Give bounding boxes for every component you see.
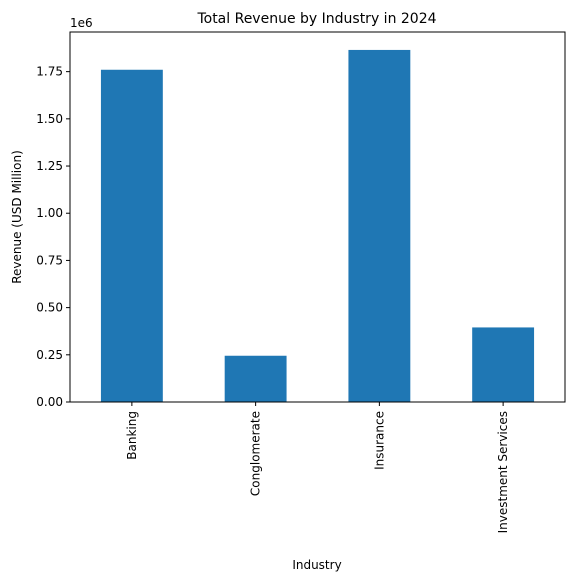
y-tick-label: 0.00: [36, 395, 63, 409]
x-axis-ticks: Banking Conglomerate Insurance Investment S…: [125, 402, 510, 533]
bar-investment-services: [472, 327, 535, 402]
chart-title: Total Revenue by Industry in 2024: [196, 11, 436, 27]
y-tick-label: 1.25: [36, 159, 63, 173]
y-tick-label: 1.75: [36, 65, 63, 79]
bar-banking: [100, 69, 163, 403]
bar-insurance: [348, 49, 411, 402]
y-axis-ticks: 0.00 0.25 0.50 0.75 1.00 1.25 1.50 1.75: [36, 65, 70, 409]
y-tick-label: 0.75: [36, 253, 63, 267]
x-tick-label: Investment Services: [496, 411, 510, 533]
x-tick-label: Conglomerate: [249, 411, 263, 496]
y-axis-offset-label: 1e6: [70, 16, 93, 30]
bar-conglomerate: [224, 355, 287, 402]
y-tick-label: 1.50: [36, 112, 63, 126]
bars-group: [100, 49, 535, 403]
x-tick-label: Banking: [125, 411, 139, 460]
plot-area-frame: [69, 31, 566, 403]
y-axis-title: Revenue (USD Million): [10, 150, 24, 284]
y-tick-label: 0.50: [36, 301, 63, 315]
y-tick-label: 0.25: [36, 348, 63, 362]
y-tick-label: 1.00: [36, 206, 63, 220]
x-tick-label: Insurance: [372, 411, 386, 470]
x-axis-title: Industry: [292, 558, 341, 572]
